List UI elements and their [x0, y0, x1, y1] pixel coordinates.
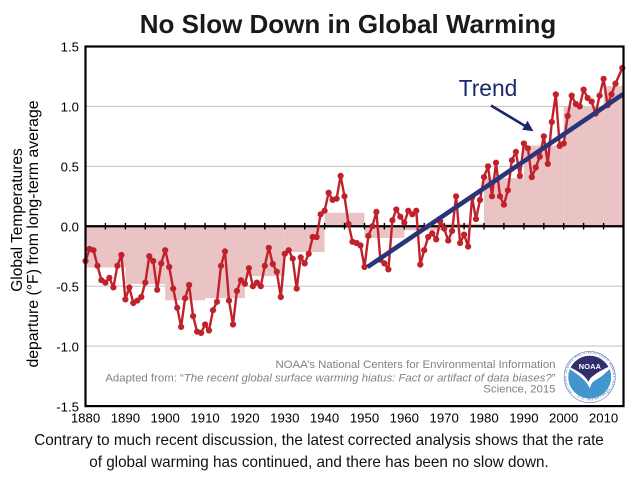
- svg-text:1890: 1890: [111, 411, 140, 426]
- svg-text:2000: 2000: [549, 411, 578, 426]
- svg-text:-1.5: -1.5: [56, 400, 79, 415]
- svg-text:1.0: 1.0: [61, 100, 79, 115]
- svg-text:1880: 1880: [71, 411, 100, 426]
- svg-text:1920: 1920: [230, 411, 259, 426]
- svg-text:2010: 2010: [589, 411, 618, 426]
- svg-text:0.0: 0.0: [61, 220, 79, 235]
- svg-text:1940: 1940: [310, 411, 339, 426]
- svg-text:Global Temperatures: Global Temperatures: [9, 148, 26, 292]
- svg-text:1910: 1910: [190, 411, 219, 426]
- svg-text:NOAA: NOAA: [579, 362, 602, 371]
- svg-text:1.5: 1.5: [61, 40, 79, 55]
- svg-text:Trend: Trend: [459, 75, 518, 101]
- svg-text:No Slow Down in Global Warming: No Slow Down in Global Warming: [140, 9, 556, 39]
- svg-text:departure (°F) from long-term: departure (°F) from long-term average: [25, 100, 42, 367]
- svg-text:1930: 1930: [270, 411, 299, 426]
- svg-text:Science, 2015: Science, 2015: [483, 383, 555, 395]
- svg-text:-1.0: -1.0: [56, 340, 79, 355]
- svg-text:1990: 1990: [509, 411, 538, 426]
- svg-text:1980: 1980: [469, 411, 498, 426]
- svg-text:1950: 1950: [350, 411, 379, 426]
- svg-text:Adapted from: “The recent glob: Adapted from: “The recent global surface…: [105, 372, 555, 384]
- svg-text:1970: 1970: [430, 411, 459, 426]
- svg-text:1900: 1900: [151, 411, 180, 426]
- svg-text:1960: 1960: [390, 411, 419, 426]
- svg-text:0.5: 0.5: [61, 160, 79, 175]
- svg-text:NOAA’s National Centers for En: NOAA’s National Centers for Environmenta…: [275, 359, 555, 371]
- svg-text:-0.5: -0.5: [56, 280, 79, 295]
